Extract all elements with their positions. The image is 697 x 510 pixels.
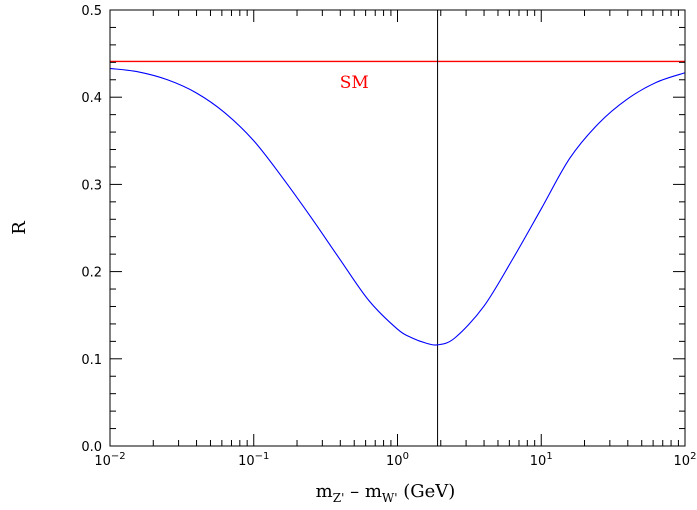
x-tick-label: 101 <box>530 451 553 469</box>
x-axis-title-sub2: W' <box>382 491 398 505</box>
x-axis-title-m2: – m <box>344 481 382 502</box>
x-tick-label: 100 <box>386 451 409 469</box>
y-tick-label: 0.2 <box>81 266 102 281</box>
y-tick-label: 0.3 <box>81 178 102 193</box>
plot-area <box>109 10 686 446</box>
y-tick-label: 0.1 <box>81 353 102 368</box>
x-axis-title-unit: (GeV) <box>398 481 456 502</box>
series-line-0 <box>109 67 686 346</box>
x-axis-title-m1: m <box>316 481 333 502</box>
y-tick-label: 0.5 <box>81 4 102 19</box>
sm-label: SM <box>340 73 369 93</box>
y-tick-label: 0.0 <box>81 440 102 455</box>
x-tick-label: 102 <box>674 451 697 469</box>
axes: 0.0 0.1 0.2 0.3 0.4 0.5 10−2 10−1 100 101 102 <box>81 4 696 469</box>
x-axis-title-sub1: Z' <box>333 491 345 505</box>
plot-frame <box>109 9 686 447</box>
y-axis-title: R <box>9 221 30 235</box>
x-tick-label: 10−2 <box>94 451 125 469</box>
x-axis-title: mZ' – mW' (GeV) <box>316 481 456 505</box>
y-tick-label: 0.4 <box>81 91 102 106</box>
x-tick-label: 10−1 <box>238 451 269 469</box>
